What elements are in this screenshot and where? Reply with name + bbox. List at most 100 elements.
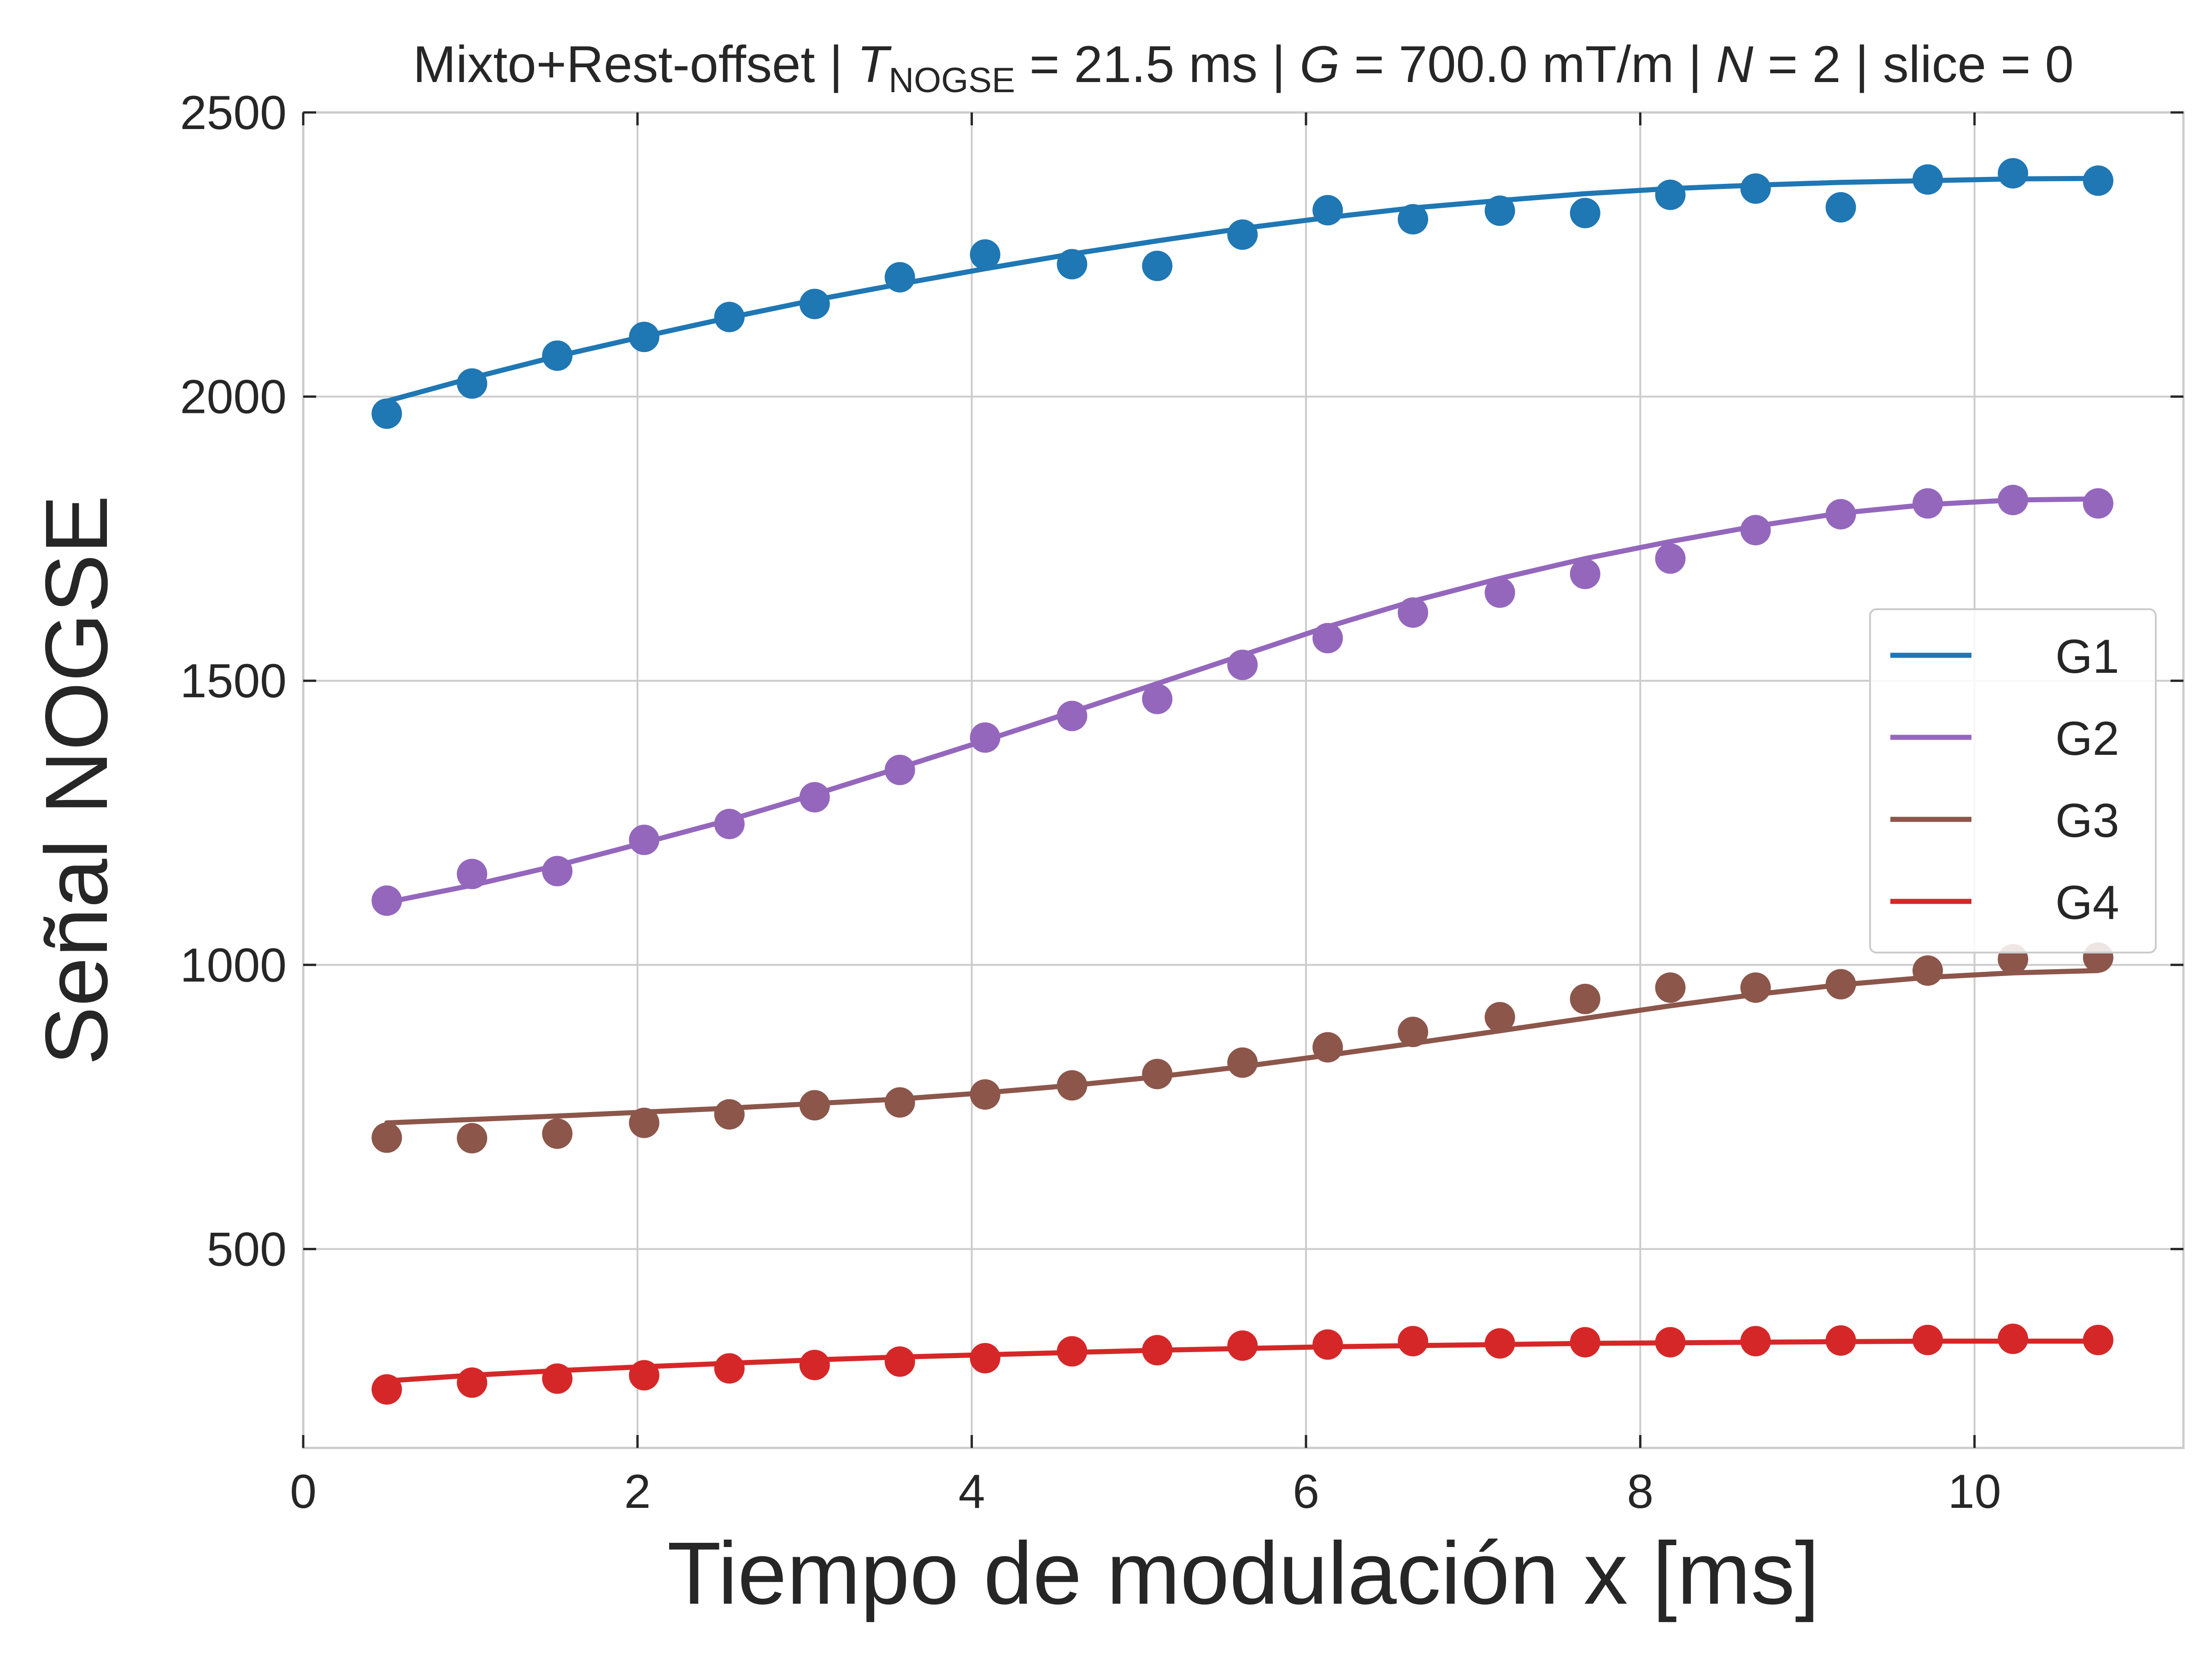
- legend-label-g2: G2: [2055, 712, 2119, 765]
- y-tick-label: 500: [206, 1223, 287, 1276]
- title-g-symbol: G: [1300, 35, 1340, 93]
- data-point-g2: [1057, 700, 1088, 731]
- data-point-g1: [1740, 173, 1771, 204]
- data-point-g2: [542, 856, 573, 887]
- data-point-g1: [1312, 195, 1343, 226]
- data-point-g2: [1912, 488, 1943, 519]
- legend-label-g1: G1: [2055, 630, 2119, 683]
- x-tick-label: 0: [290, 1465, 317, 1518]
- data-point-g3: [884, 1087, 915, 1118]
- data-point-g4: [1312, 1329, 1343, 1360]
- data-point-g1: [714, 301, 745, 332]
- data-point-g2: [629, 824, 659, 855]
- legend-label-g4: G4: [2055, 876, 2119, 930]
- data-point-g1: [884, 262, 915, 293]
- data-point-g4: [629, 1360, 659, 1391]
- plot-frame: [302, 111, 2185, 1449]
- x-tick-label: 8: [1627, 1465, 1653, 1518]
- data-point-g2: [1398, 597, 1429, 628]
- data-point-g2: [1484, 577, 1515, 608]
- data-point-g3: [371, 1122, 402, 1153]
- data-point-g4: [1655, 1327, 1686, 1358]
- data-point-g3: [1655, 972, 1686, 1003]
- title-g-value: = 700.0 mT/m |: [1340, 35, 1716, 93]
- data-point-g1: [1227, 219, 1258, 250]
- data-point-g4: [1570, 1327, 1600, 1358]
- data-point-g1: [1142, 251, 1173, 281]
- data-point-g1: [542, 340, 573, 371]
- data-point-g3: [629, 1107, 659, 1138]
- fit-lines: [384, 176, 2101, 1383]
- data-point-g2: [1655, 543, 1686, 574]
- data-point-g3: [1142, 1059, 1173, 1089]
- x-tick-label: 6: [1293, 1465, 1319, 1518]
- y-axis-label: Señal NOGSE: [27, 495, 126, 1065]
- axis-ticks: 0 2 4 6 8 10 500 1000 1500 2000 2500: [180, 86, 2183, 1518]
- data-point-g1: [799, 288, 830, 319]
- x-tick-label: 2: [624, 1465, 651, 1518]
- title-prefix: Mixto+Rest-offset |: [413, 35, 857, 93]
- title-t-symbol: T: [857, 35, 892, 93]
- data-point-g2: [457, 859, 488, 889]
- data-point-g1: [371, 398, 402, 429]
- data-point-g2: [1740, 515, 1771, 546]
- data-point-g2: [799, 782, 830, 812]
- data-point-g4: [1142, 1335, 1173, 1365]
- data-point-g4: [884, 1346, 915, 1377]
- data-point-g3: [1398, 1017, 1429, 1047]
- data-point-g4: [714, 1353, 745, 1384]
- data-points: [371, 158, 2113, 1405]
- data-point-g1: [970, 239, 1000, 270]
- data-point-g1: [1570, 198, 1600, 229]
- legend: G1 G2 G3 G4: [1869, 608, 2157, 953]
- data-point-g4: [1227, 1330, 1258, 1361]
- y-tick-label: 1000: [180, 939, 287, 992]
- data-point-g3: [1912, 955, 1943, 986]
- data-point-g1: [1484, 195, 1515, 226]
- data-point-g2: [1227, 649, 1258, 680]
- data-point-g1: [1912, 164, 1943, 195]
- data-point-g1: [629, 322, 659, 353]
- data-point-g4: [1484, 1328, 1515, 1359]
- x-axis-label: Tiempo de modulación x [ms]: [667, 1524, 1820, 1623]
- chart-title: Mixto+Rest-offset | TNOGSE = 21.5 ms | G…: [413, 35, 2074, 100]
- data-point-g2: [970, 722, 1000, 753]
- data-point-g2: [1825, 499, 1856, 529]
- data-point-g1: [1825, 192, 1856, 223]
- data-point-g2: [1142, 683, 1173, 714]
- data-point-g4: [1825, 1325, 1856, 1356]
- data-point-g3: [1570, 983, 1600, 1014]
- data-point-g1: [457, 368, 488, 399]
- data-point-g3: [970, 1079, 1000, 1110]
- data-point-g2: [1312, 623, 1343, 653]
- data-point-g4: [457, 1367, 488, 1398]
- data-point-g2: [2083, 488, 2113, 519]
- data-point-g4: [1740, 1326, 1771, 1357]
- data-point-g4: [542, 1363, 573, 1394]
- legend-box: [1869, 608, 2157, 953]
- title-t-subscript: NOGSE: [888, 61, 1015, 100]
- title-n-value: = 2 | slice = 0: [1753, 35, 2074, 93]
- data-point-g3: [1312, 1032, 1343, 1063]
- data-point-g4: [371, 1374, 402, 1405]
- y-tick-label: 1500: [180, 654, 287, 708]
- data-point-g3: [1484, 1002, 1515, 1033]
- y-tick-label: 2500: [180, 86, 287, 140]
- x-tick-label: 10: [1948, 1465, 2001, 1518]
- data-point-g1: [1998, 158, 2029, 188]
- data-point-g3: [714, 1099, 745, 1130]
- title-t-value: = 21.5 ms |: [1015, 35, 1300, 93]
- data-point-g4: [1912, 1324, 1943, 1355]
- data-point-g2: [1570, 559, 1600, 589]
- data-point-g4: [2083, 1324, 2113, 1355]
- data-point-g1: [1398, 204, 1429, 235]
- title-n-symbol: N: [1716, 35, 1753, 93]
- data-point-g2: [884, 754, 915, 785]
- data-point-g3: [1825, 969, 1856, 1000]
- y-tick-label: 2000: [180, 371, 287, 424]
- data-point-g2: [714, 809, 745, 839]
- x-tick-label: 4: [959, 1465, 985, 1518]
- data-point-g4: [1057, 1336, 1088, 1367]
- data-point-g4: [1998, 1324, 2029, 1354]
